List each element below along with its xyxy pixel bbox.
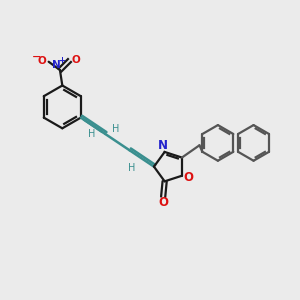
Text: −: − — [32, 51, 41, 62]
Text: O: O — [38, 56, 46, 66]
Text: H: H — [88, 129, 95, 139]
Text: O: O — [184, 171, 194, 184]
Text: +: + — [58, 56, 64, 65]
Text: O: O — [158, 196, 168, 209]
Text: N: N — [158, 139, 168, 152]
Text: H: H — [128, 163, 136, 173]
Text: N: N — [52, 60, 61, 70]
Text: H: H — [112, 124, 119, 134]
Text: O: O — [72, 55, 80, 64]
